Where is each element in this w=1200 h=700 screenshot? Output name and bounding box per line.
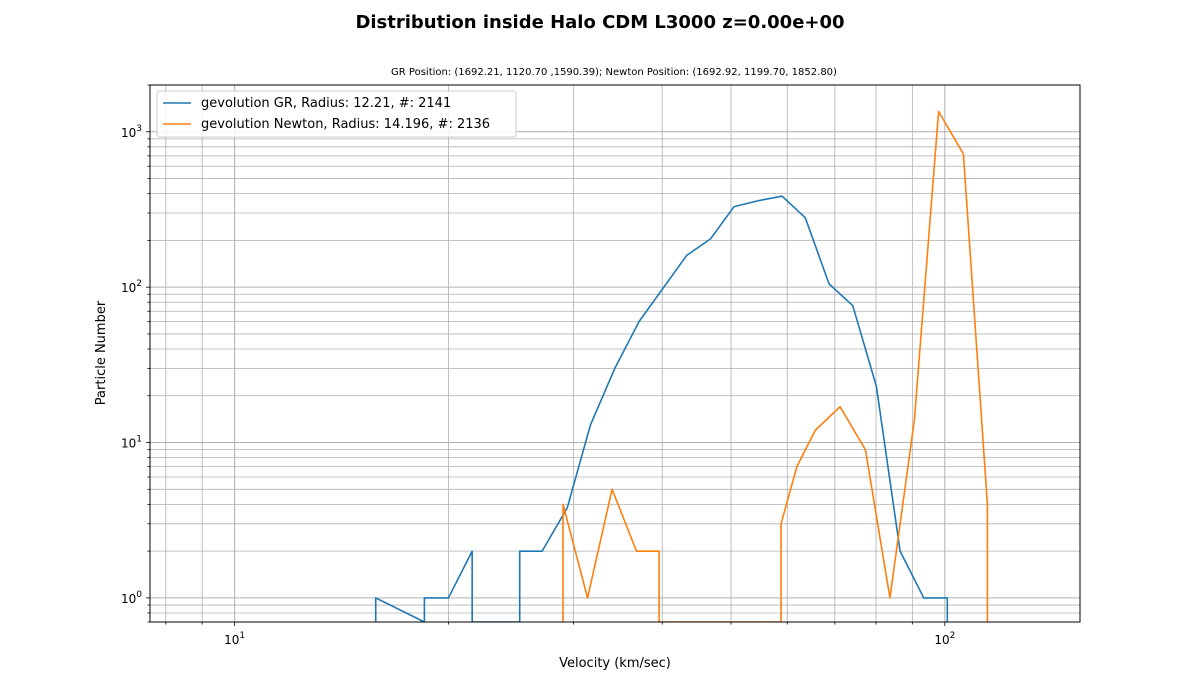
legend-label-gr: gevolution GR, Radius: 12.21, #: 2141 xyxy=(201,96,451,111)
axis-ticks: 101 102 100 101 102 103 xyxy=(121,84,955,647)
legend-box xyxy=(156,90,517,138)
x-axis-label: Velocity (km/sec) xyxy=(559,656,671,671)
y-tick-label: 102 xyxy=(121,279,142,295)
legend: gevolution GR, Radius: 12.21, #: 2141 ge… xyxy=(156,90,517,138)
x-tick-label: 102 xyxy=(934,631,955,647)
chart-title: Distribution inside Halo CDM L3000 z=0.0… xyxy=(355,12,844,33)
y-tick-label: 101 xyxy=(121,435,142,451)
series-line-1 xyxy=(562,110,989,622)
series-line-0 xyxy=(374,195,949,622)
plot-frame xyxy=(149,84,1081,623)
grid-lines xyxy=(150,84,1080,623)
legend-label-newton: gevolution Newton, Radius: 14.196, #: 21… xyxy=(201,117,490,132)
chart-subtitle: GR Position: (1692.21, 1120.70 ,1590.39)… xyxy=(391,67,837,78)
y-axis-label: Particle Number xyxy=(94,300,109,405)
x-tick-label: 101 xyxy=(224,631,245,647)
y-tick-label: 103 xyxy=(121,124,142,140)
y-tick-label: 100 xyxy=(121,590,142,606)
plot-area xyxy=(374,110,989,622)
